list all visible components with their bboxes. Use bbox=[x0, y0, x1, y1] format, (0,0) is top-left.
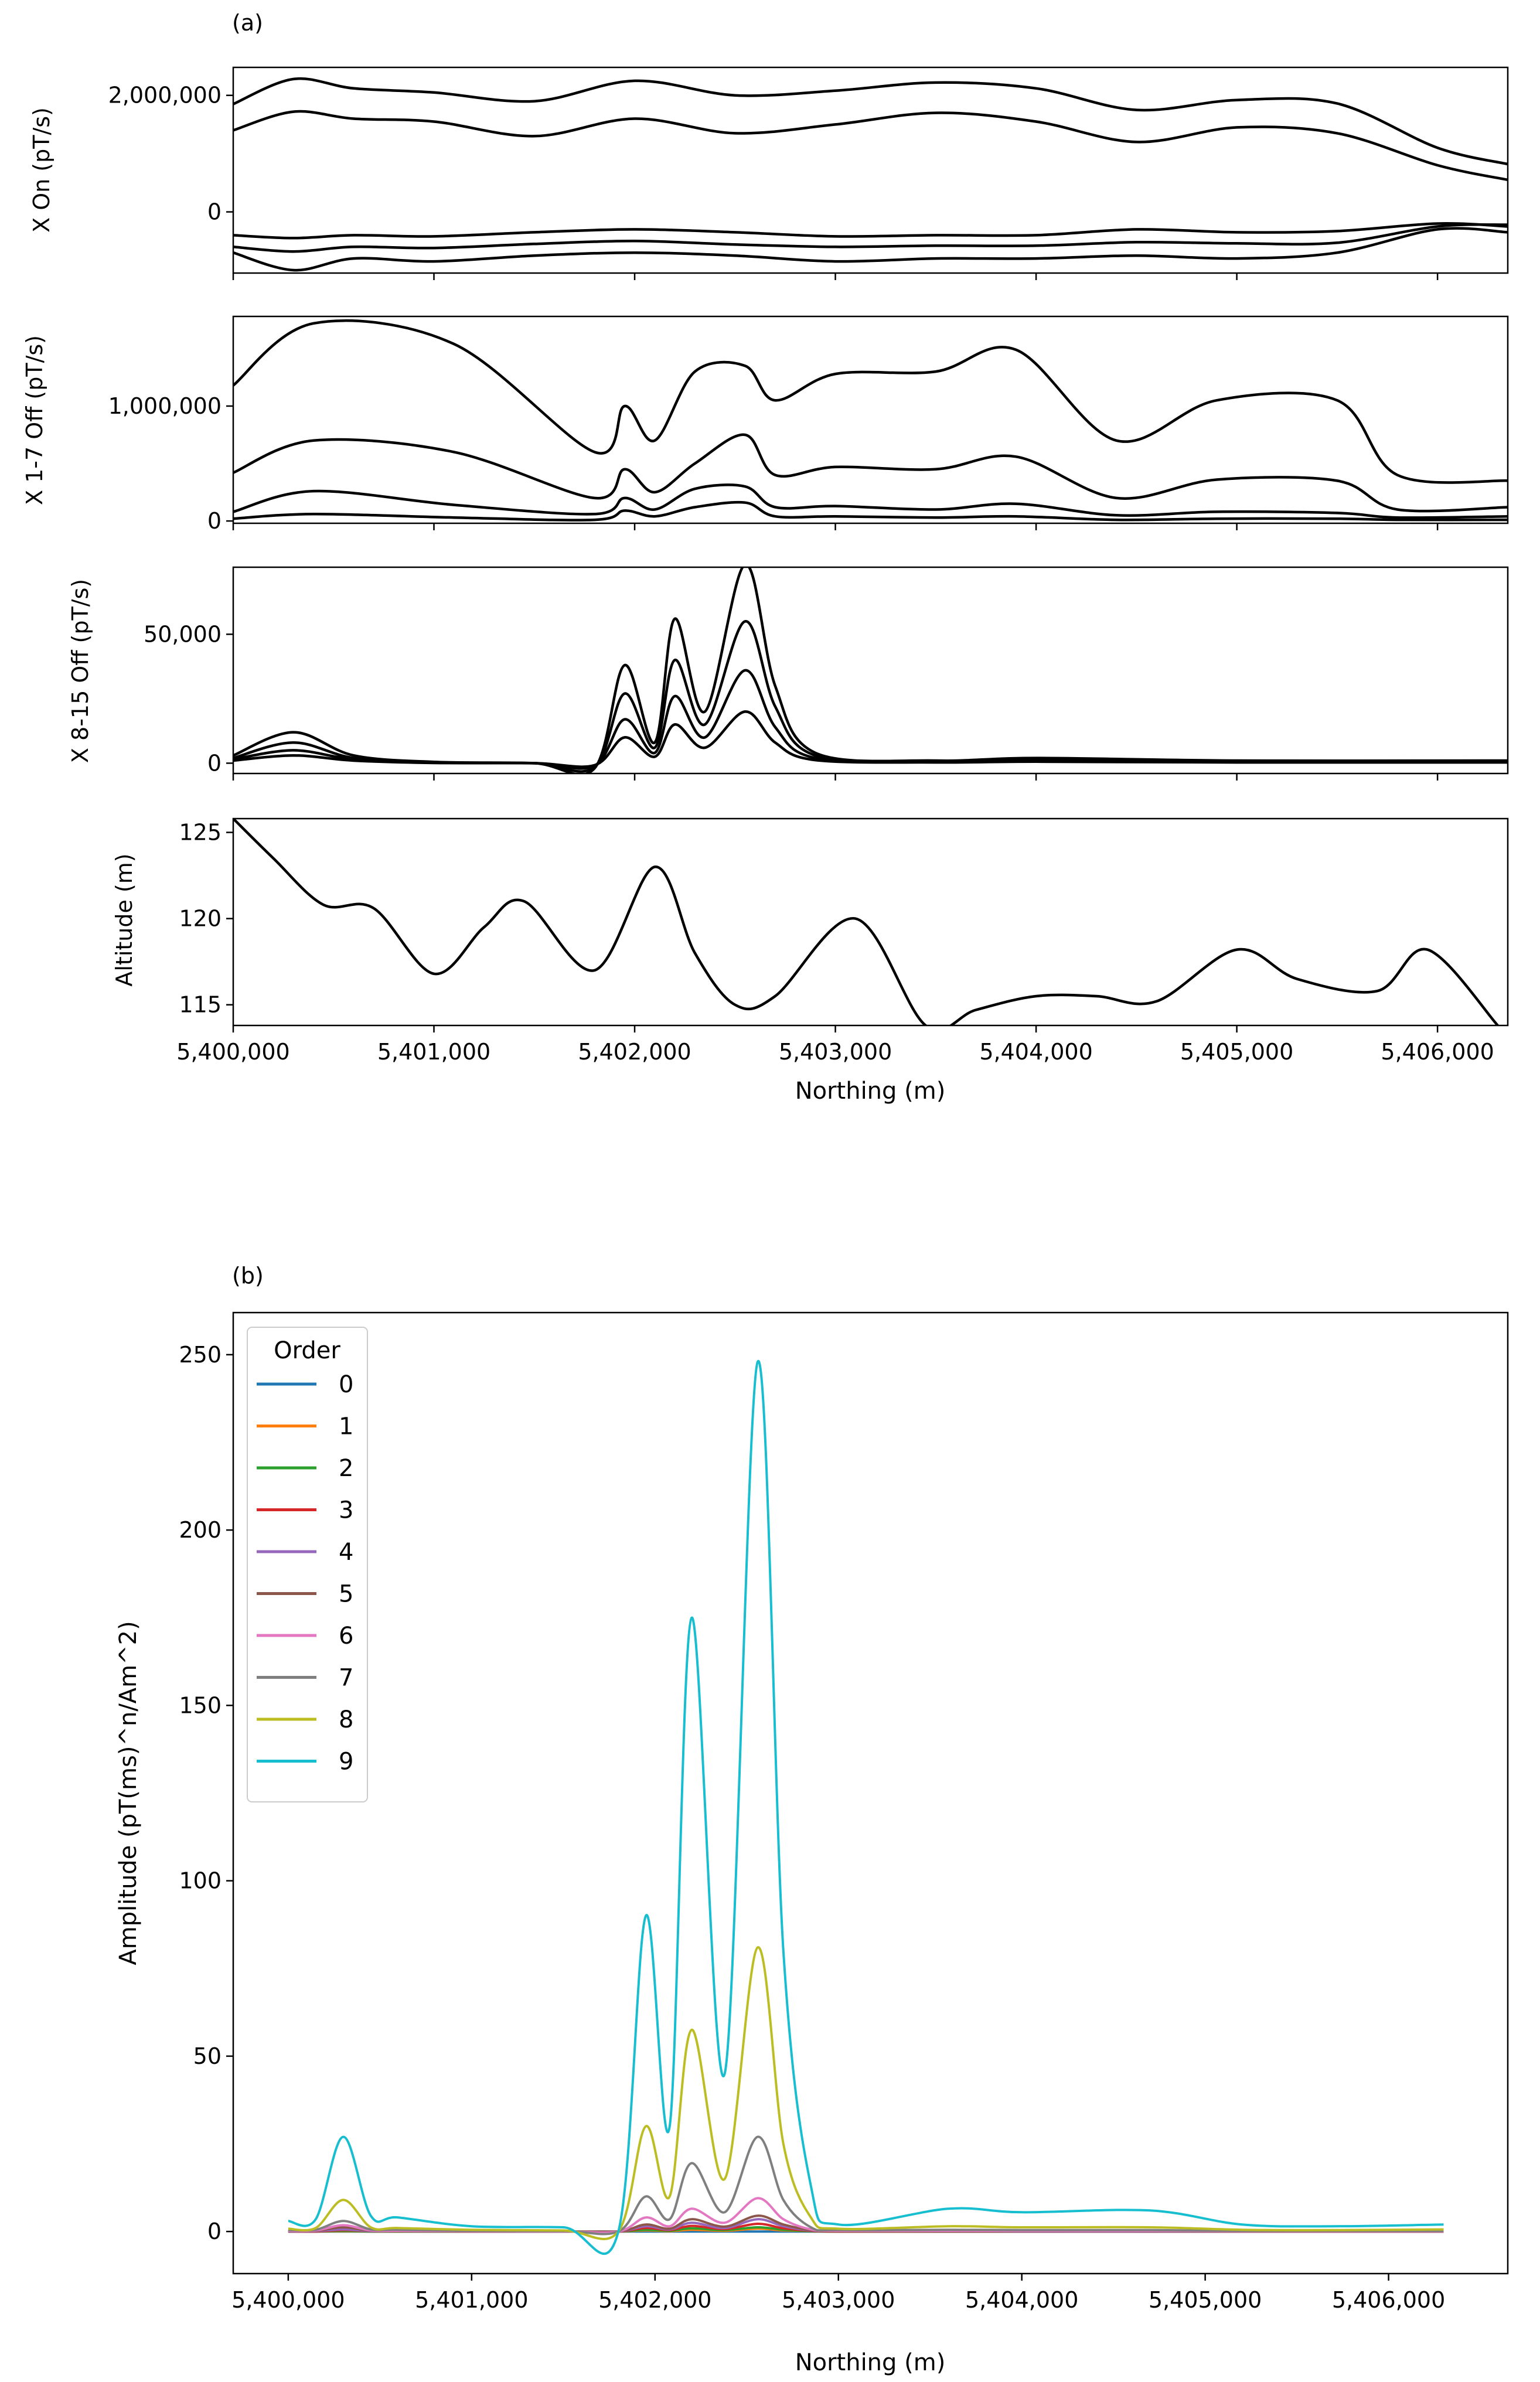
x-1-7-off-x-ticks bbox=[232, 523, 1439, 530]
x-1-7-off-subplot: 0 1,000,000 X 1-7 Off (pT/s) bbox=[22, 315, 1509, 534]
amplitude-x-tick-label: 5,402,000 bbox=[598, 2287, 711, 2313]
altitude-series bbox=[233, 819, 1499, 1025]
legend-title: Order bbox=[274, 1337, 340, 1364]
amplitude-plot-frame bbox=[232, 1311, 1509, 2275]
x-1-7-off-y-tick-label: 0 bbox=[207, 508, 222, 534]
altitude-x-ticks: 5,400,000 5,401,000 5,402,000 5,403,000 5,40… bbox=[176, 1025, 1494, 1065]
x-8-15-off-series-line-ch10 bbox=[233, 620, 1508, 773]
amplitude-series bbox=[288, 1359, 1444, 2255]
legend-label-order-5: 5 bbox=[339, 1581, 353, 1608]
amplitude-y-tick-label: 50 bbox=[193, 2043, 222, 2069]
amplitude-series-line-order-6 bbox=[288, 2197, 1444, 2234]
x-on-series-line-ch2 bbox=[233, 110, 1508, 182]
amplitude-x-tick-label: 5,400,000 bbox=[231, 2287, 345, 2313]
x-8-15-off-y-tick-label: 0 bbox=[207, 750, 222, 776]
legend-label-order-1: 1 bbox=[339, 1413, 353, 1440]
x-on-series bbox=[233, 77, 1508, 272]
x-on-series-line-ch3 bbox=[233, 222, 1508, 240]
amplitude-x-tick-label: 5,405,000 bbox=[1149, 2287, 1262, 2313]
legend-label-order-7: 7 bbox=[339, 1665, 353, 1692]
altitude-y-tick-label: 115 bbox=[179, 992, 222, 1018]
legend-label-order-9: 9 bbox=[339, 1749, 353, 1776]
x-8-15-off-subplot: 0 50,000 X 8-15 Off (pT/s) bbox=[67, 566, 1509, 781]
x-1-7-off-series-line-ch4 bbox=[233, 500, 1508, 522]
x-1-7-off-y-tick-label: 1,000,000 bbox=[108, 393, 222, 419]
amplitude-y-tick-label: 0 bbox=[207, 2219, 222, 2244]
x-1-7-off-series bbox=[233, 319, 1508, 522]
x-on-subplot: 0 2,000,000 X On (pT/s) bbox=[29, 66, 1509, 280]
x-1-7-off-plot-frame bbox=[232, 315, 1509, 524]
amplitude-x-tick-label: 5,404,000 bbox=[965, 2287, 1078, 2313]
panel-a-x-tick-label: 5,401,000 bbox=[377, 1039, 490, 1065]
amplitude-x-tick-label: 5,403,000 bbox=[782, 2287, 895, 2313]
x-1-7-off-y-axis-label: X 1-7 Off (pT/s) bbox=[22, 335, 47, 505]
x-1-7-off-series-line-ch2 bbox=[233, 433, 1508, 513]
altitude-y-axis-label: Altitude (m) bbox=[111, 853, 137, 986]
x-8-15-off-y-axis-label: X 8-15 Off (pT/s) bbox=[67, 579, 93, 763]
x-on-series-line-ch4 bbox=[233, 223, 1508, 253]
panel-a-x-tick-label: 5,405,000 bbox=[1180, 1039, 1293, 1065]
x-1-7-off-series-line-ch3 bbox=[233, 483, 1508, 519]
legend: Order 0 1 2 3 4 5 6 7 8 9 bbox=[247, 1327, 368, 1802]
amplitude-series-line-order-8 bbox=[288, 1946, 1444, 2240]
x-8-15-off-y-ticks: 0 50,000 bbox=[144, 621, 233, 776]
x-on-series-line-ch5 bbox=[233, 227, 1508, 272]
altitude-y-ticks: 115 120 125 bbox=[179, 820, 233, 1018]
x-on-y-ticks: 0 2,000,000 bbox=[108, 83, 233, 225]
panel-a-x-axis-label: Northing (m) bbox=[795, 1078, 946, 1105]
x-8-15-off-y-tick-label: 50,000 bbox=[144, 621, 222, 647]
legend-label-order-8: 8 bbox=[339, 1706, 353, 1733]
x-1-7-off-y-ticks: 0 1,000,000 bbox=[108, 393, 233, 534]
legend-label-order-2: 2 bbox=[339, 1455, 353, 1482]
x-on-x-ticks bbox=[232, 273, 1439, 280]
x-8-15-off-plot-frame bbox=[232, 566, 1509, 775]
x-8-15-off-series-line-ch12 bbox=[233, 669, 1508, 770]
amplitude-x-ticks: 5,400,000 5,401,000 5,402,000 5,403,000 5,40… bbox=[231, 2274, 1445, 2313]
x-8-15-off-x-ticks bbox=[232, 773, 1439, 781]
x-8-15-off-series bbox=[233, 567, 1508, 773]
x-on-y-axis-label: X On (pT/s) bbox=[29, 107, 54, 233]
x-8-15-off-series-line-ch8 bbox=[233, 567, 1508, 773]
amplitude-series-line-order-9 bbox=[288, 1359, 1444, 2255]
panel-a-x-tick-label: 5,403,000 bbox=[779, 1039, 892, 1065]
amplitude-y-tick-label: 200 bbox=[179, 1517, 222, 1543]
x-1-7-off-series-line-ch1 bbox=[233, 319, 1508, 484]
amplitude-x-tick-label: 5,406,000 bbox=[1332, 2287, 1445, 2313]
panel-a-x-tick-label: 5,400,000 bbox=[176, 1039, 289, 1065]
x-on-series-line-ch1 bbox=[233, 77, 1508, 166]
amplitude-y-axis-label: Amplitude (pT(ms)^n/Am^2) bbox=[115, 1621, 142, 1965]
altitude-y-tick-label: 125 bbox=[179, 820, 222, 846]
legend-label-order-0: 0 bbox=[339, 1371, 353, 1398]
legend-label-order-6: 6 bbox=[339, 1623, 353, 1650]
x-8-15-off-series-line-ch15 bbox=[233, 710, 1508, 768]
amplitude-y-tick-label: 250 bbox=[179, 1342, 222, 1368]
panel-a-label: (a) bbox=[232, 10, 263, 36]
x-on-plot-frame bbox=[232, 66, 1509, 274]
amplitude-x-tick-label: 5,401,000 bbox=[415, 2287, 528, 2313]
x-on-y-tick-label: 2,000,000 bbox=[108, 83, 222, 108]
legend-entries: 0 1 2 3 4 5 6 7 8 9 bbox=[257, 1371, 353, 1776]
panel-b-x-axis-label: Northing (m) bbox=[795, 2349, 946, 2376]
amplitude-y-tick-label: 100 bbox=[179, 1868, 222, 1894]
legend-label-order-4: 4 bbox=[339, 1539, 353, 1566]
altitude-plot-frame bbox=[232, 817, 1509, 1027]
amplitude-y-ticks: 0 50 100 150 200 250 bbox=[179, 1342, 233, 2244]
panel-a-x-tick-label: 5,406,000 bbox=[1381, 1039, 1494, 1065]
amplitude-series-line-order-7 bbox=[288, 2135, 1444, 2236]
panel-b-label: (b) bbox=[232, 1263, 264, 1289]
x-on-y-tick-label: 0 bbox=[207, 199, 222, 225]
legend-box bbox=[247, 1327, 368, 1802]
panel-a-x-tick-label: 5,404,000 bbox=[979, 1039, 1092, 1065]
altitude-y-tick-label: 120 bbox=[179, 906, 222, 932]
legend-label-order-3: 3 bbox=[339, 1497, 353, 1524]
panel-a-x-tick-label: 5,402,000 bbox=[578, 1039, 691, 1065]
altitude-series-line-altitude bbox=[233, 819, 1499, 1025]
amplitude-y-tick-label: 150 bbox=[179, 1692, 222, 1718]
